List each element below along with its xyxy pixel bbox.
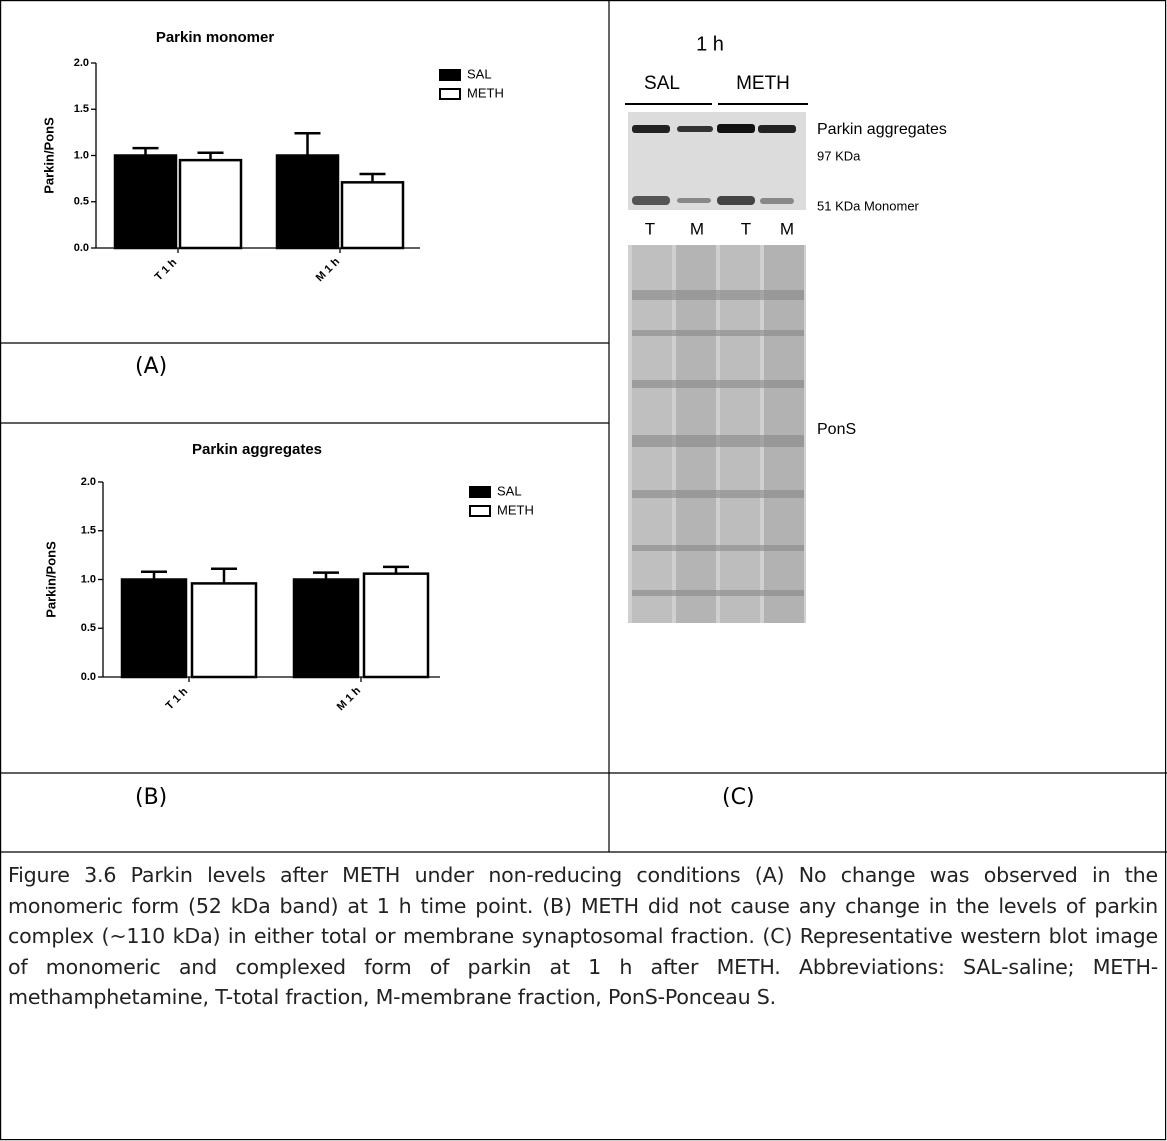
y-tick-label: 1.0 (81, 573, 96, 585)
lane (764, 245, 804, 623)
y-axis-label: Parkin/PonS (43, 541, 58, 618)
y-axis-label: Parkin/PonS (41, 117, 56, 194)
blot-label: 97 KDa (817, 148, 861, 163)
panel-label: (C) (722, 785, 755, 810)
lane (720, 245, 760, 623)
band (632, 196, 670, 205)
band (717, 196, 755, 205)
legend-label: METH (497, 502, 534, 517)
band (677, 126, 713, 132)
bar (192, 583, 256, 677)
lane-label: M (690, 219, 704, 238)
blot-label: PonS (817, 421, 856, 438)
caption: Figure 3.6 Parkin levels after METH unde… (8, 860, 1158, 1013)
legend-swatch (440, 89, 460, 99)
panel-label: (A) (135, 354, 167, 379)
y-tick-label: 1.5 (74, 103, 89, 115)
chart-title: Parkin aggregates (192, 441, 322, 458)
legend-swatch (440, 70, 460, 80)
legend-label: METH (467, 85, 504, 100)
bar (364, 574, 428, 677)
legend-label: SAL (467, 66, 492, 81)
bar (277, 156, 338, 249)
blot: 1 h SAL METH Parkin aggregates 97 KDa 51… (625, 33, 947, 623)
blot-label: 51 KDa Monomer (817, 198, 920, 213)
y-tick-label: 0.5 (74, 196, 89, 208)
panel-label: (B) (135, 785, 167, 810)
lane-label: T (645, 219, 655, 238)
y-tick-label: 2.0 (74, 57, 89, 69)
legend-label: SAL (497, 483, 522, 498)
legend-swatch (470, 506, 490, 516)
x-tick-label: T 1 h (153, 256, 180, 283)
band (758, 125, 796, 133)
x-tick-label: M 1 h (335, 685, 364, 714)
bar (180, 160, 241, 248)
blot-label: Parkin aggregates (817, 121, 947, 138)
lane-label: T (741, 219, 751, 238)
y-tick-label: 0.5 (81, 622, 96, 634)
y-tick-label: 0.0 (74, 242, 89, 254)
chart-title: Parkin monomer (156, 29, 275, 46)
lane (632, 245, 672, 623)
blot-group: SAL (644, 73, 680, 94)
lane-label: M (780, 219, 794, 238)
blot-group: METH (736, 73, 790, 94)
legend-swatch (470, 487, 490, 497)
bar (342, 182, 403, 248)
y-tick-label: 1.0 (74, 149, 89, 161)
page: (A) (B) (C) 1 h SAL METH Parkin aggregat… (0, 0, 1167, 1141)
y-tick-label: 2.0 (81, 476, 96, 488)
bar (294, 580, 358, 678)
blot-time: 1 h (696, 33, 724, 55)
band (632, 125, 670, 133)
lane (676, 245, 716, 623)
x-tick-label: M 1 h (314, 256, 343, 285)
band (717, 124, 755, 133)
pons-bands (632, 290, 804, 596)
y-tick-label: 0.0 (81, 671, 96, 683)
x-tick-label: T 1 h (164, 685, 191, 712)
bar (115, 156, 176, 249)
band (760, 198, 794, 204)
bar (122, 580, 186, 678)
band (677, 198, 711, 203)
y-tick-label: 1.5 (81, 525, 96, 537)
